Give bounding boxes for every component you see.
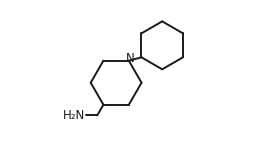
- Text: N: N: [126, 52, 135, 65]
- Text: H₂N: H₂N: [63, 109, 85, 122]
